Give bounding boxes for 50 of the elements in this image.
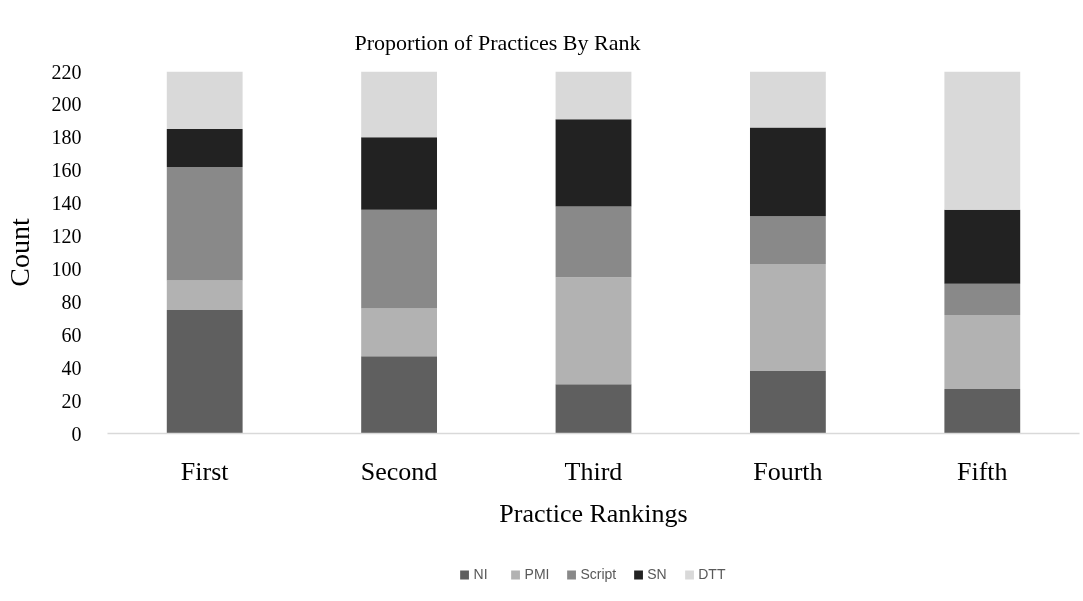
bar — [361, 308, 438, 357]
bar — [749, 127, 826, 217]
bar — [361, 209, 438, 309]
y-tick-label: 40 — [61, 356, 82, 379]
bar — [166, 310, 243, 434]
y-tick-label: 160 — [51, 159, 82, 182]
bar — [166, 71, 243, 130]
bar — [749, 71, 826, 128]
y-tick-label: 60 — [61, 323, 82, 346]
y-tick-label: 140 — [51, 192, 82, 215]
y-tick-label: 100 — [51, 257, 82, 280]
y-tick-label: 220 — [51, 60, 82, 83]
x-tick-label: Fifth — [957, 456, 1008, 486]
legend-label: DTT — [698, 566, 726, 582]
bar — [944, 315, 1021, 390]
bar — [944, 71, 1021, 210]
chart-title: Proportion of Practices By Rank — [354, 29, 641, 55]
bar — [555, 384, 632, 434]
bar — [749, 264, 826, 371]
bar — [555, 71, 632, 120]
bar — [944, 389, 1021, 434]
x-tick-label: Fourth — [753, 456, 823, 486]
legend-label: PMI — [524, 566, 550, 582]
x-tick-label: First — [180, 456, 230, 486]
bar — [361, 356, 438, 434]
bar — [555, 277, 632, 385]
y-tick-label: 80 — [61, 290, 82, 313]
legend-label: NI — [473, 566, 489, 582]
y-tick-label: 20 — [61, 389, 82, 412]
y-tick-label: 180 — [51, 126, 82, 149]
bar — [944, 283, 1021, 316]
bar — [749, 370, 826, 434]
bar — [166, 280, 243, 311]
y-tick-label: 0 — [71, 422, 82, 445]
bar — [555, 119, 632, 207]
bar — [361, 137, 438, 210]
bar — [749, 216, 826, 265]
y-axis-title: Count — [3, 218, 35, 287]
bar — [944, 209, 1021, 284]
x-tick-label: Second — [360, 456, 438, 486]
legend-label: SN — [647, 566, 668, 582]
y-tick-label: 120 — [51, 225, 82, 248]
bar — [555, 206, 632, 278]
bar — [166, 129, 243, 167]
x-axis-title: Practice Rankings — [499, 498, 688, 528]
bar — [166, 166, 243, 281]
legend-label: Script — [580, 566, 617, 582]
bar — [361, 71, 438, 138]
x-tick-label: Third — [564, 456, 623, 486]
y-tick-label: 200 — [51, 93, 82, 116]
